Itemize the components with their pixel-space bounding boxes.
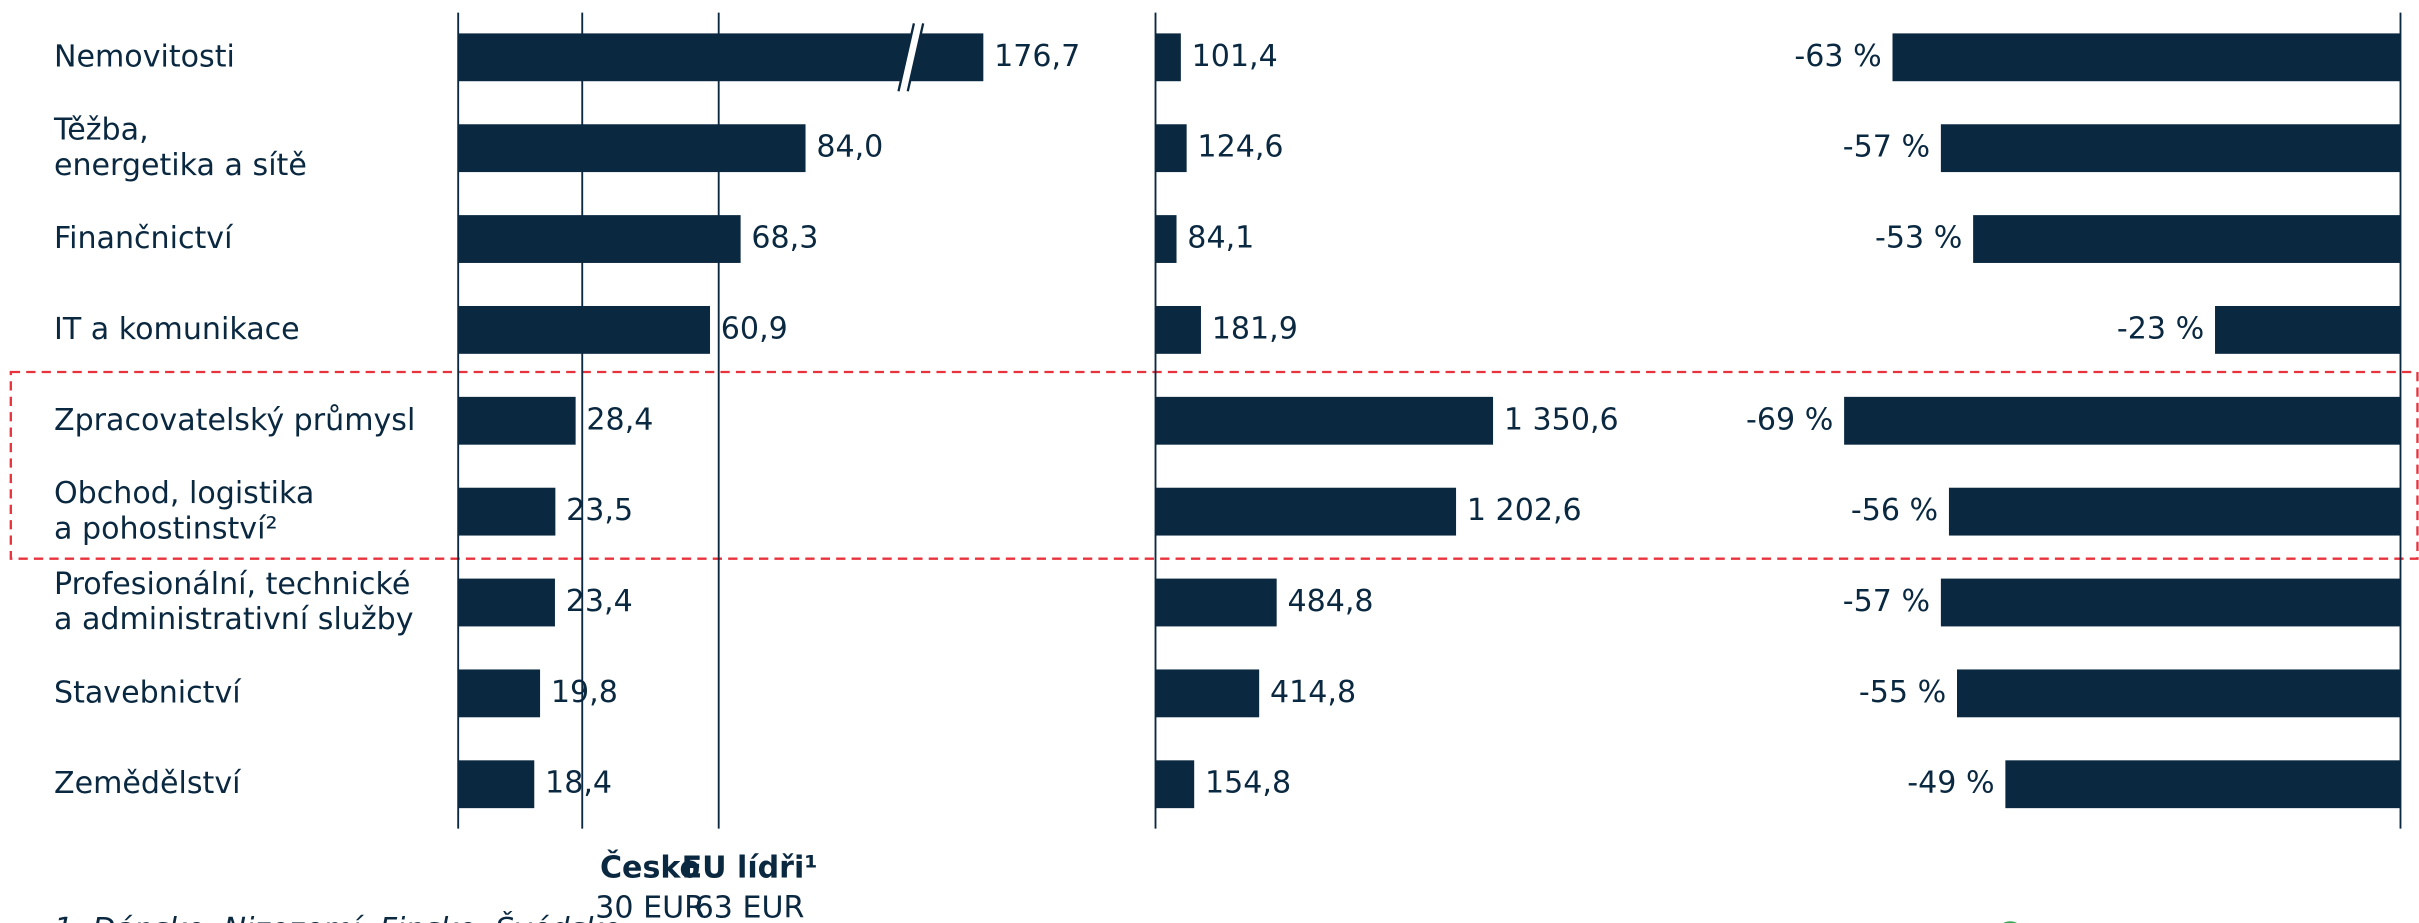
bar [458, 215, 741, 263]
category-label: Profesionální, technické a administrativn… [54, 566, 414, 636]
highlight-box [9, 370, 2419, 560]
value-label: 28,4 [586, 402, 653, 437]
bar [1844, 396, 2401, 445]
category-label: Obchod, logistika a pohostinství² [54, 475, 314, 545]
bar [1155, 760, 1195, 809]
category-label: Nemovitosti [54, 39, 235, 74]
value-label: 1 350,6 [1504, 402, 1619, 437]
value-label: 18,4 [545, 766, 612, 801]
value-label: -57 % [1843, 130, 1930, 165]
bar [1155, 578, 1277, 627]
category-label: Zemědělství [54, 766, 242, 801]
bar [458, 305, 711, 354]
axis-break [898, 23, 924, 92]
bar [1892, 33, 2401, 82]
value-label: -56 % [1851, 493, 1938, 528]
category-line: Zpracovatelský průmysl [54, 402, 415, 437]
bar [458, 487, 556, 536]
value-label: -57 % [1843, 584, 1930, 619]
category-label: Finančnictví [54, 221, 234, 256]
footnote: 1. Dánsko, Nizozemí, Finsko, Švédsko [54, 910, 621, 923]
reference-name: Česko [600, 848, 700, 885]
bar [1957, 669, 2401, 718]
value-label: -63 % [1794, 39, 1881, 74]
value-label: -49 % [1907, 766, 1994, 801]
value-label: -53 % [1875, 221, 1962, 256]
bar [1973, 215, 2401, 263]
bar [1155, 669, 1260, 718]
value-label: 84,1 [1187, 221, 1254, 256]
category-line: a administrativní služby [54, 602, 414, 637]
bar [458, 33, 984, 82]
bar [458, 760, 535, 809]
category-line: Profesionální, technické [54, 566, 410, 601]
value-label: 181,9 [1212, 311, 1298, 346]
bar [1155, 487, 1457, 536]
category-line: Nemovitosti [54, 39, 235, 74]
bar [1155, 33, 1181, 82]
category-label: Stavebnictví [54, 675, 242, 710]
reference-value: 30 EUR [595, 890, 705, 923]
value-label: 68,3 [751, 221, 818, 256]
value-label: 484,8 [1287, 584, 1373, 619]
category-line: Zemědělství [54, 766, 242, 801]
value-label: 1 202,6 [1467, 493, 1582, 528]
axis-break-line [897, 23, 916, 92]
value-label: 23,4 [566, 584, 633, 619]
value-label: -55 % [1859, 675, 1946, 710]
bar [458, 669, 541, 718]
value-label: 176,7 [994, 39, 1080, 74]
value-label: 101,4 [1192, 39, 1278, 74]
bar [1155, 396, 1494, 445]
value-label: 60,9 [721, 311, 788, 346]
category-line: Těžba, [53, 112, 149, 147]
value-label: -23 % [2117, 311, 2204, 346]
bar [1948, 487, 2401, 536]
value-label: 19,8 [551, 675, 618, 710]
bar [2215, 305, 2401, 354]
value-label: -69 % [1746, 402, 1833, 437]
value-label: 124,6 [1197, 130, 1283, 165]
category-line: energetika a sítě [54, 147, 307, 182]
bar [458, 396, 576, 445]
bar [1940, 124, 2401, 173]
category-line: IT a komunikace [54, 311, 300, 346]
bar [1155, 124, 1187, 173]
bar [1155, 305, 1201, 354]
category-label: IT a komunikace [54, 311, 300, 346]
category-label: Zpracovatelský průmysl [54, 402, 415, 437]
value-label: 154,8 [1205, 766, 1291, 801]
bar [2005, 760, 2401, 809]
axis-break-line [906, 23, 925, 92]
category-line: a pohostinství² [54, 511, 278, 546]
value-label: 84,0 [816, 130, 883, 165]
value-label: 414,8 [1270, 675, 1356, 710]
category-line: Obchod, logistika [54, 475, 314, 510]
value-label: 23,5 [566, 493, 633, 528]
bar [1940, 578, 2401, 627]
reference-value: 63 EUR [695, 890, 805, 923]
bar [1155, 215, 1177, 263]
category-label: Těžba, energetika a sítě [53, 112, 307, 182]
category-line: Stavebnictví [54, 675, 242, 710]
bar [458, 578, 555, 627]
category-line: Finančnictví [54, 221, 234, 256]
bar [458, 124, 806, 173]
reference-name: EU lídři¹ [682, 850, 818, 885]
